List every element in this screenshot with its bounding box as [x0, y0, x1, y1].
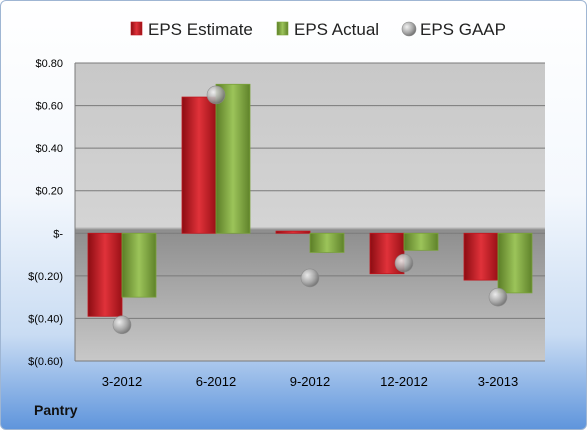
- eps-estimate-bar: [275, 230, 311, 234]
- y-tick-label: $(0.40): [28, 313, 63, 325]
- legend-label: EPS Estimate: [148, 20, 253, 39]
- y-tick-label: $0.40: [35, 143, 63, 155]
- x-category-label: 6-2012: [196, 374, 236, 389]
- legend-label: EPS Actual: [294, 20, 379, 39]
- y-tick-label: $0.80: [35, 58, 63, 70]
- y-tick-label: $-: [53, 228, 63, 240]
- eps-gaap-point: [394, 253, 414, 273]
- eps-actual-bar: [215, 83, 251, 234]
- x-category-label: 9-2012: [290, 374, 330, 389]
- eps-gaap-point: [206, 85, 226, 105]
- y-tick-label: $(0.20): [28, 271, 63, 283]
- eps-actual-bar: [121, 232, 157, 298]
- y-tick-label: $0.20: [35, 186, 63, 198]
- legend-label: EPS GAAP: [420, 20, 506, 39]
- eps-estimate-bar: [87, 232, 123, 317]
- eps-estimate-bar: [181, 96, 217, 234]
- legend-estimate-swatch: [130, 21, 143, 36]
- x-category-label: 12-2012: [380, 374, 428, 389]
- y-tick-label: $0.60: [35, 101, 63, 113]
- company-name: Pantry: [34, 402, 78, 418]
- eps-actual-bar: [497, 232, 533, 294]
- plot-area: [75, 63, 545, 361]
- eps-estimate-bar: [463, 232, 499, 281]
- legend-gaap-swatch: [401, 21, 417, 37]
- legend-actual-swatch: [276, 21, 289, 36]
- x-category-label: 3-2012: [102, 374, 142, 389]
- x-category-label: 3-2013: [478, 374, 518, 389]
- eps-actual-bar: [309, 232, 345, 253]
- eps-gaap-point: [300, 268, 320, 288]
- eps-actual-bar: [403, 232, 439, 251]
- eps-gaap-point: [112, 315, 132, 335]
- eps-gaap-point: [488, 287, 508, 307]
- y-tick-label: $(0.60): [28, 356, 63, 368]
